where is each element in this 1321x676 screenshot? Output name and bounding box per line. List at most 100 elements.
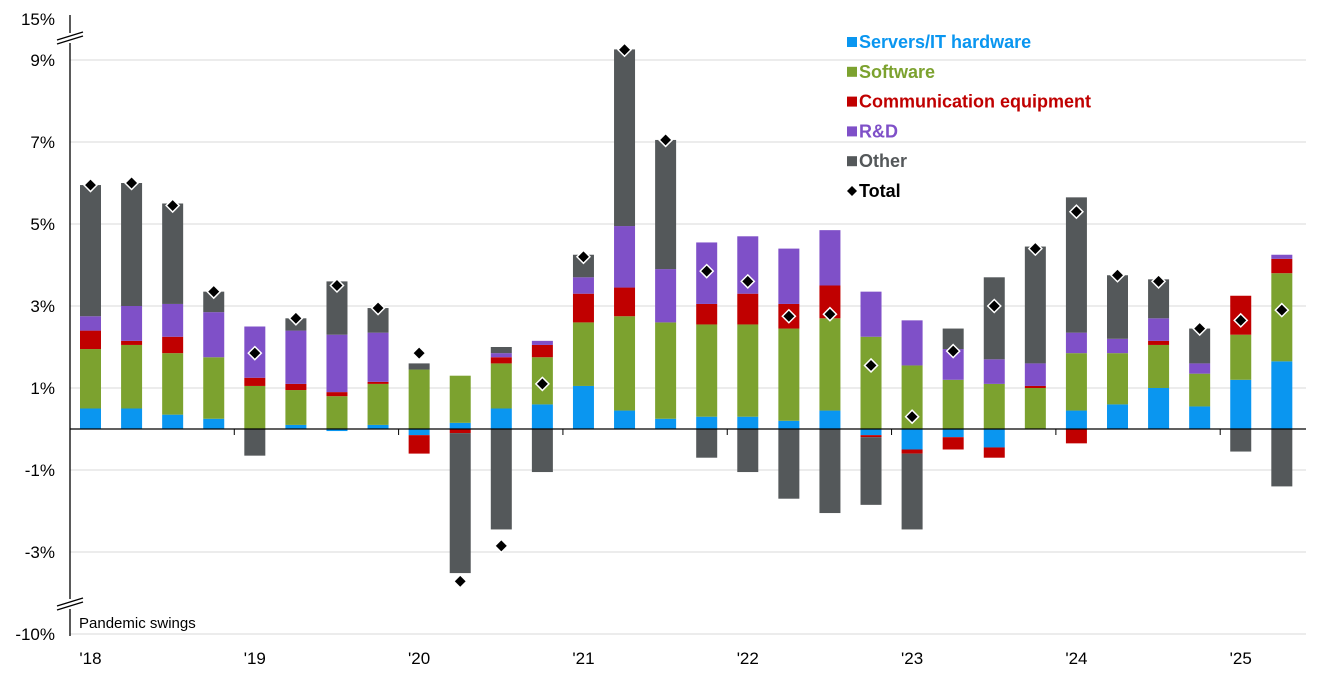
bar-segment	[1065, 197, 1087, 333]
bar-segment	[531, 404, 553, 429]
bar-segment	[1107, 353, 1128, 405]
y-tick-label: 7%	[30, 133, 55, 152]
bar-segment	[1065, 429, 1087, 444]
bar-segment	[614, 287, 636, 317]
total-marker	[82, 177, 99, 193]
bar-segment	[901, 365, 923, 429]
legend-marker	[847, 186, 857, 196]
bar-segment	[1148, 318, 1170, 341]
bar-segment	[901, 320, 923, 366]
bar-segment	[819, 230, 841, 286]
bar-segment	[490, 408, 512, 429]
bar-segment	[696, 416, 718, 429]
bar-segment	[942, 328, 964, 350]
bar-segment	[1271, 361, 1293, 429]
bar-segment	[860, 429, 882, 436]
bar-segment	[778, 420, 800, 429]
total-marker	[575, 249, 592, 265]
bar-segment	[490, 347, 512, 354]
bar-segment	[449, 375, 471, 423]
x-tick-label: '18	[79, 649, 101, 668]
bar-segment	[285, 390, 307, 425]
bar-segment	[1065, 353, 1087, 411]
bar-segment	[1024, 363, 1046, 386]
bar-segment	[367, 332, 389, 382]
bar-segment	[572, 277, 594, 294]
legend-label: Other	[859, 151, 907, 171]
total-marker	[411, 345, 427, 361]
bar-segment	[901, 429, 923, 450]
bar-segment	[1189, 373, 1211, 407]
gridlines	[70, 59, 1306, 635]
bar-segment	[162, 303, 184, 337]
total-marker	[1027, 241, 1043, 257]
bar-segment	[572, 293, 594, 323]
bar-segment	[1189, 406, 1211, 429]
bar-segment	[531, 344, 553, 358]
bar-segment	[1065, 410, 1087, 429]
bar-segment	[326, 334, 348, 393]
bar-segment	[162, 336, 184, 354]
total-marker	[616, 42, 633, 58]
total-marker	[904, 409, 920, 425]
bar-segment	[285, 424, 307, 429]
bar-segment	[408, 435, 430, 454]
bar-segment	[1065, 332, 1087, 354]
axis-break-note: Pandemic swings	[79, 615, 196, 632]
bar-segment	[326, 396, 348, 429]
bar-segment	[1107, 275, 1128, 339]
bar-segment	[778, 248, 800, 304]
x-tick-label: '22	[737, 649, 759, 668]
bar-segment	[942, 429, 964, 438]
bar-segment	[121, 306, 143, 341]
total-marker	[493, 538, 509, 554]
total-marker	[822, 306, 838, 322]
x-tick-label: '19	[244, 649, 266, 668]
bar-segment	[655, 418, 677, 429]
bar-segment	[1271, 254, 1293, 259]
total-marker	[658, 132, 674, 148]
x-tick-label: '24	[1065, 649, 1087, 668]
total-marker	[534, 376, 550, 392]
total-marker	[370, 300, 386, 316]
bar-segment	[367, 308, 389, 333]
bar-segment	[449, 422, 471, 429]
bar-segment	[696, 324, 718, 417]
bar-segment	[1189, 363, 1211, 374]
y-tick-label: -3%	[25, 543, 55, 562]
total-marker	[206, 284, 222, 300]
bar-segment	[285, 330, 307, 384]
bar-segment	[572, 385, 594, 429]
total-marker	[986, 298, 1002, 314]
legend-swatch	[847, 156, 857, 167]
bar-segment	[80, 316, 101, 331]
total-marker	[329, 277, 345, 294]
bar-segment	[1148, 344, 1170, 388]
bar-segment	[1271, 258, 1293, 274]
bar-segment	[121, 340, 143, 345]
axis-break-mark	[56, 597, 84, 607]
bar-segment	[449, 433, 471, 574]
total-marker	[1068, 204, 1084, 220]
bar-segment	[778, 328, 800, 421]
bar-segment	[942, 349, 964, 380]
bar-segment	[121, 408, 143, 429]
bar-segment	[1148, 279, 1170, 319]
bar-segment	[1230, 334, 1252, 380]
bar-segment	[860, 336, 882, 429]
total-markers-layer	[82, 42, 1290, 589]
bar-segment	[490, 429, 512, 530]
bar-segment	[696, 303, 718, 325]
bar-segment	[655, 322, 677, 419]
bar-segment	[737, 293, 759, 325]
y-tick-label: 15%	[21, 10, 55, 29]
bar-segment	[737, 324, 759, 417]
bar-segment	[531, 340, 553, 345]
bar-segment	[80, 330, 101, 350]
bar-segment	[80, 185, 101, 317]
x-tick-label: '25	[1230, 649, 1252, 668]
legend-label: Servers/IT hardware	[859, 32, 1031, 52]
bar-segment	[655, 269, 677, 323]
total-marker	[124, 175, 140, 191]
total-marker	[945, 343, 961, 359]
